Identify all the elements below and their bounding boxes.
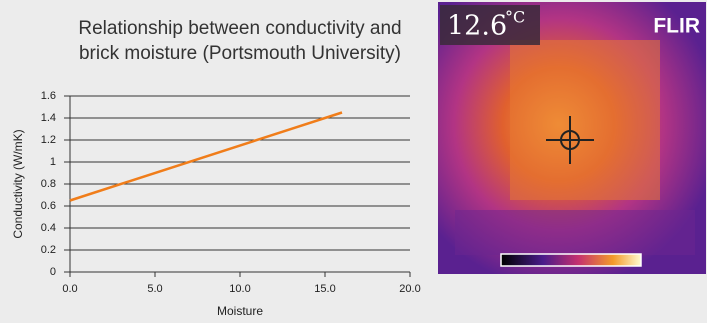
line: [69, 111, 343, 202]
x-tick-label: 10.0: [229, 283, 250, 295]
x-tick-label: 20.0: [399, 283, 420, 295]
y-tick-label: 0.4: [41, 222, 56, 234]
temperature: 12.6: [447, 11, 507, 42]
temperature-unit: °C: [505, 8, 525, 27]
x-tick-label: 15.0: [314, 283, 335, 295]
thermal-image: 12.6 °C FLIR: [438, 2, 706, 274]
y-tick-label: 0: [50, 266, 56, 278]
x-tick-label: 0.0: [62, 283, 77, 295]
x-tick-label: 5.0: [147, 283, 162, 295]
x-axis-label: Moisture: [217, 304, 263, 318]
y-tick-label: 1.2: [41, 134, 56, 146]
y-tick-label: 1.6: [41, 90, 56, 102]
chart-title: Relationship between conductivity and br…: [78, 18, 402, 64]
logo: FLIR: [653, 15, 700, 38]
y-tick-label: 0.8: [41, 178, 56, 190]
y-tick-label: 1: [50, 156, 56, 168]
y-tick-label: 1.4: [41, 112, 56, 124]
y-axis-label: Conductivity (W/mK): [11, 129, 25, 238]
y-tick-label: 0.6: [41, 200, 56, 212]
y-tick-label: 0.2: [41, 244, 56, 256]
